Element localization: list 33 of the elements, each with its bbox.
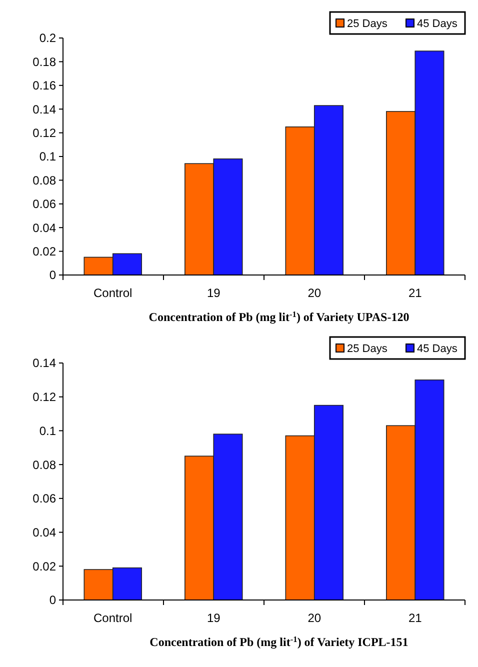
y-tick-label: 0.04	[32, 220, 56, 235]
x-tick-label: 20	[308, 286, 322, 300]
legend-label: 25 Days	[347, 343, 388, 355]
y-tick-label: 0.02	[32, 559, 56, 574]
y-tick-label: 0.08	[32, 458, 56, 472]
y-tick-label: 0.04	[32, 525, 56, 540]
y-tick-label: 0.16	[32, 78, 56, 93]
y-tick-label: 0.08	[32, 173, 56, 188]
y-tick-label: 0.2	[39, 31, 56, 46]
y-tick-label: 0.12	[32, 126, 56, 140]
y-tick-label: 0.14	[32, 356, 56, 370]
x-tick-label: 21	[408, 286, 422, 300]
y-tick-label: 0.1	[39, 150, 56, 164]
x-tick-label: Control	[94, 611, 132, 625]
y-tick-label: 0.02	[32, 244, 56, 258]
x-axis-title: Concentration of Pb (mg lit$^{-1}$) of Variety ICPL-151	[150, 634, 408, 649]
y-tick-label: 0	[49, 268, 56, 282]
y-tick-label: 0.06	[32, 492, 56, 506]
y-tick-label: 0.12	[32, 390, 56, 404]
x-tick-label: 19	[206, 611, 221, 625]
y-tick-label: 0	[49, 593, 56, 608]
y-tick-label: 0.1	[39, 424, 56, 438]
x-tick-label: 20	[308, 611, 322, 625]
x-axis-title: Concentration of Pb (mg lit$^{-1}$) of Variety UPAS-120	[148, 310, 410, 324]
x-tick-label: 21	[408, 611, 422, 625]
y-tick-label: 0.06	[32, 197, 56, 212]
x-tick-label: Control	[94, 286, 132, 300]
legend-label: 45 Days	[417, 18, 458, 30]
legend-label: 25 Days	[347, 18, 388, 30]
x-tick-label: 19	[206, 286, 221, 300]
y-tick-label: 0.18	[32, 54, 56, 69]
y-tick-label: 0.14	[32, 102, 56, 116]
legend-label: 45 Days	[417, 343, 458, 355]
